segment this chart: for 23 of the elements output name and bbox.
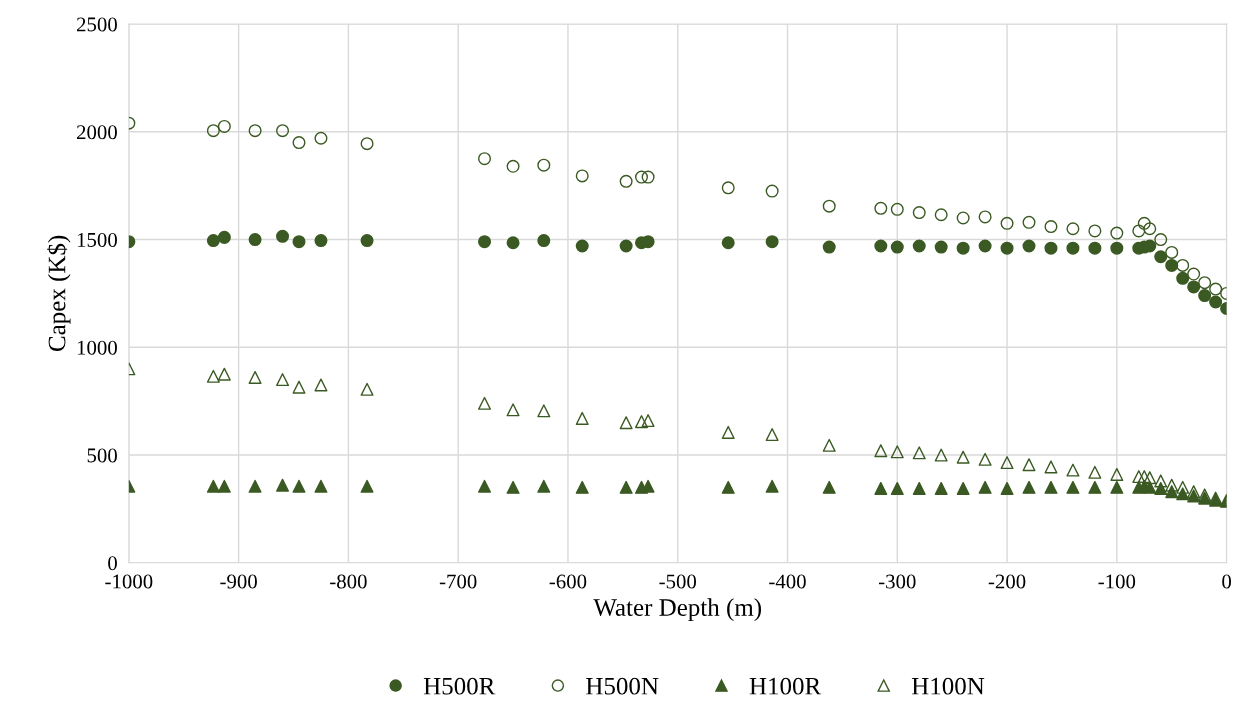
x-tick-label: -500: [659, 574, 697, 589]
x-tick-label: -200: [988, 574, 1026, 589]
legend-label: H500N: [586, 677, 659, 695]
x-tick-label: -700: [439, 574, 477, 589]
y-tick-label: 500: [87, 448, 117, 463]
x-tick-label: -100: [1098, 574, 1136, 589]
y-tick-label: 1000: [77, 340, 117, 355]
x-tick-label: -1000: [105, 574, 153, 589]
y-axis-title: Capex (K$): [47, 235, 71, 352]
y-tick-label: 0: [108, 556, 117, 571]
x-tick-label: 0: [1222, 574, 1232, 589]
x-tick-label: -300: [878, 574, 916, 589]
y-tick-label: 2000: [76, 125, 117, 140]
x-tick-label: -800: [330, 574, 367, 589]
x-tick-label: -900: [220, 574, 257, 589]
y-tick-label: 2500: [76, 17, 117, 32]
legend-label: H100R: [749, 677, 822, 695]
y-tick-label: 1500: [77, 232, 117, 247]
legend-label: H500R: [423, 677, 496, 695]
x-tick-label: -400: [769, 574, 806, 589]
x-tick-label: -600: [549, 574, 587, 589]
x-axis-title: Water Depth (m): [593, 598, 762, 621]
legend-label: H100N: [911, 677, 985, 695]
